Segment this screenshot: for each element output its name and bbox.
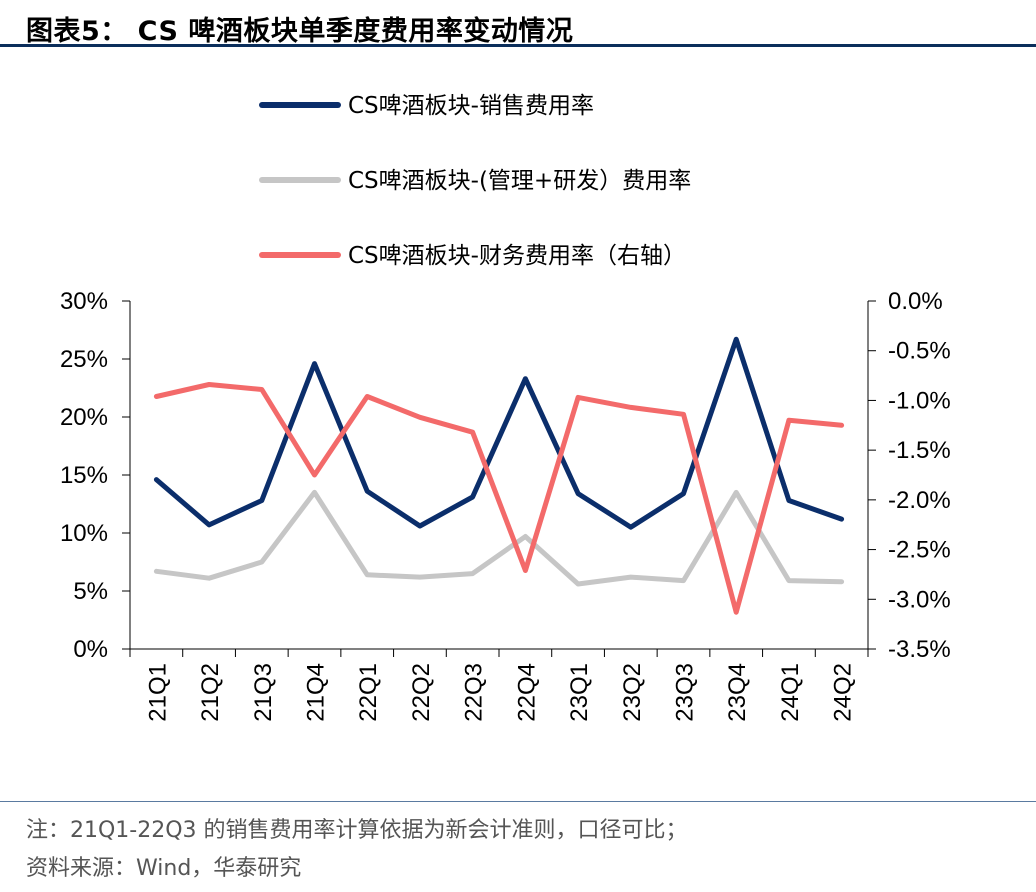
x-tick-label: 21Q1 bbox=[144, 663, 171, 722]
left-tick-label: 20% bbox=[60, 404, 108, 431]
source-note: 资料来源：Wind，华泰研究 bbox=[26, 856, 302, 881]
series-line bbox=[153, 382, 845, 615]
right-axis: -3.5% -3.0% -2.5% -2.0% -1.5% -1.0% -0.5% 0.0% bbox=[867, 288, 951, 663]
x-tick-label: 21Q2 bbox=[197, 663, 224, 722]
x-tick-label: 22Q3 bbox=[461, 663, 488, 722]
left-tick-label: 0% bbox=[73, 636, 108, 663]
x-tick-label: 23Q1 bbox=[566, 663, 593, 722]
footer-rule bbox=[0, 801, 1036, 802]
x-tick-label: 23Q2 bbox=[619, 663, 646, 722]
right-tick-label: -1.5% bbox=[888, 437, 951, 464]
x-tick-label: 23Q4 bbox=[724, 663, 751, 722]
x-tick-label: 24Q1 bbox=[777, 663, 804, 722]
left-tick-label: 15% bbox=[60, 462, 108, 489]
series-sales-rate bbox=[153, 336, 845, 530]
left-tick-label: 10% bbox=[60, 520, 108, 547]
left-tick-label: 25% bbox=[60, 346, 108, 373]
title-bar: 图表5： CS 啤酒板块单季度费用率变动情况 bbox=[0, 0, 1036, 47]
x-tick-label: 23Q3 bbox=[672, 663, 699, 722]
line-chart: CS啤酒板块-销售费用率 CS啤酒板块-(管理+研发）费用率 CS啤酒板块-财务… bbox=[60, 93, 951, 722]
right-tick-label: -1.0% bbox=[888, 387, 951, 414]
footnote: 注：21Q1-22Q3 的销售费用率计算依据为新会计准则，口径可比； bbox=[26, 818, 688, 843]
right-tick-label: -2.0% bbox=[888, 487, 951, 514]
x-tick-label: 24Q2 bbox=[830, 663, 857, 722]
x-tick-label: 22Q2 bbox=[408, 663, 435, 722]
series-line bbox=[153, 336, 845, 530]
right-tick-label: 0.0% bbox=[888, 288, 943, 315]
series-layer bbox=[153, 336, 845, 615]
right-tick-label: -3.0% bbox=[888, 586, 951, 613]
series-finance-rate bbox=[153, 382, 845, 615]
figure-title: 图表5： CS 啤酒板块单季度费用率变动情况 bbox=[26, 16, 574, 47]
series-admin-rd-rate bbox=[153, 489, 845, 587]
series-line bbox=[153, 489, 845, 587]
right-tick-label: -0.5% bbox=[888, 338, 951, 365]
right-tick-label: -2.5% bbox=[888, 537, 951, 564]
x-tick-label: 22Q1 bbox=[355, 663, 382, 722]
x-tick-label: 21Q3 bbox=[250, 663, 277, 722]
legend: CS啤酒板块-销售费用率 CS啤酒板块-(管理+研发）费用率 CS啤酒板块-财务… bbox=[259, 93, 691, 269]
left-tick-label: 5% bbox=[73, 578, 108, 605]
right-tick-label: -3.5% bbox=[888, 636, 951, 663]
x-axis: 21Q1 21Q2 21Q3 21Q4 22Q1 22Q2 22Q3 22Q4 23Q1 23Q2… bbox=[129, 648, 869, 722]
legend-label-sales: CS啤酒板块-销售费用率 bbox=[348, 93, 594, 119]
legend-label-finance: CS啤酒板块-财务费用率（右轴） bbox=[348, 243, 686, 269]
x-tick-label: 22Q4 bbox=[513, 663, 540, 722]
left-axis: 0% 5% 10% 15% 20% 25% 30% bbox=[60, 288, 131, 663]
left-tick-label: 30% bbox=[60, 288, 108, 315]
x-tick-label: 21Q4 bbox=[303, 663, 330, 722]
legend-label-admin: CS啤酒板块-(管理+研发）费用率 bbox=[348, 168, 691, 194]
title-rule bbox=[0, 44, 1036, 47]
